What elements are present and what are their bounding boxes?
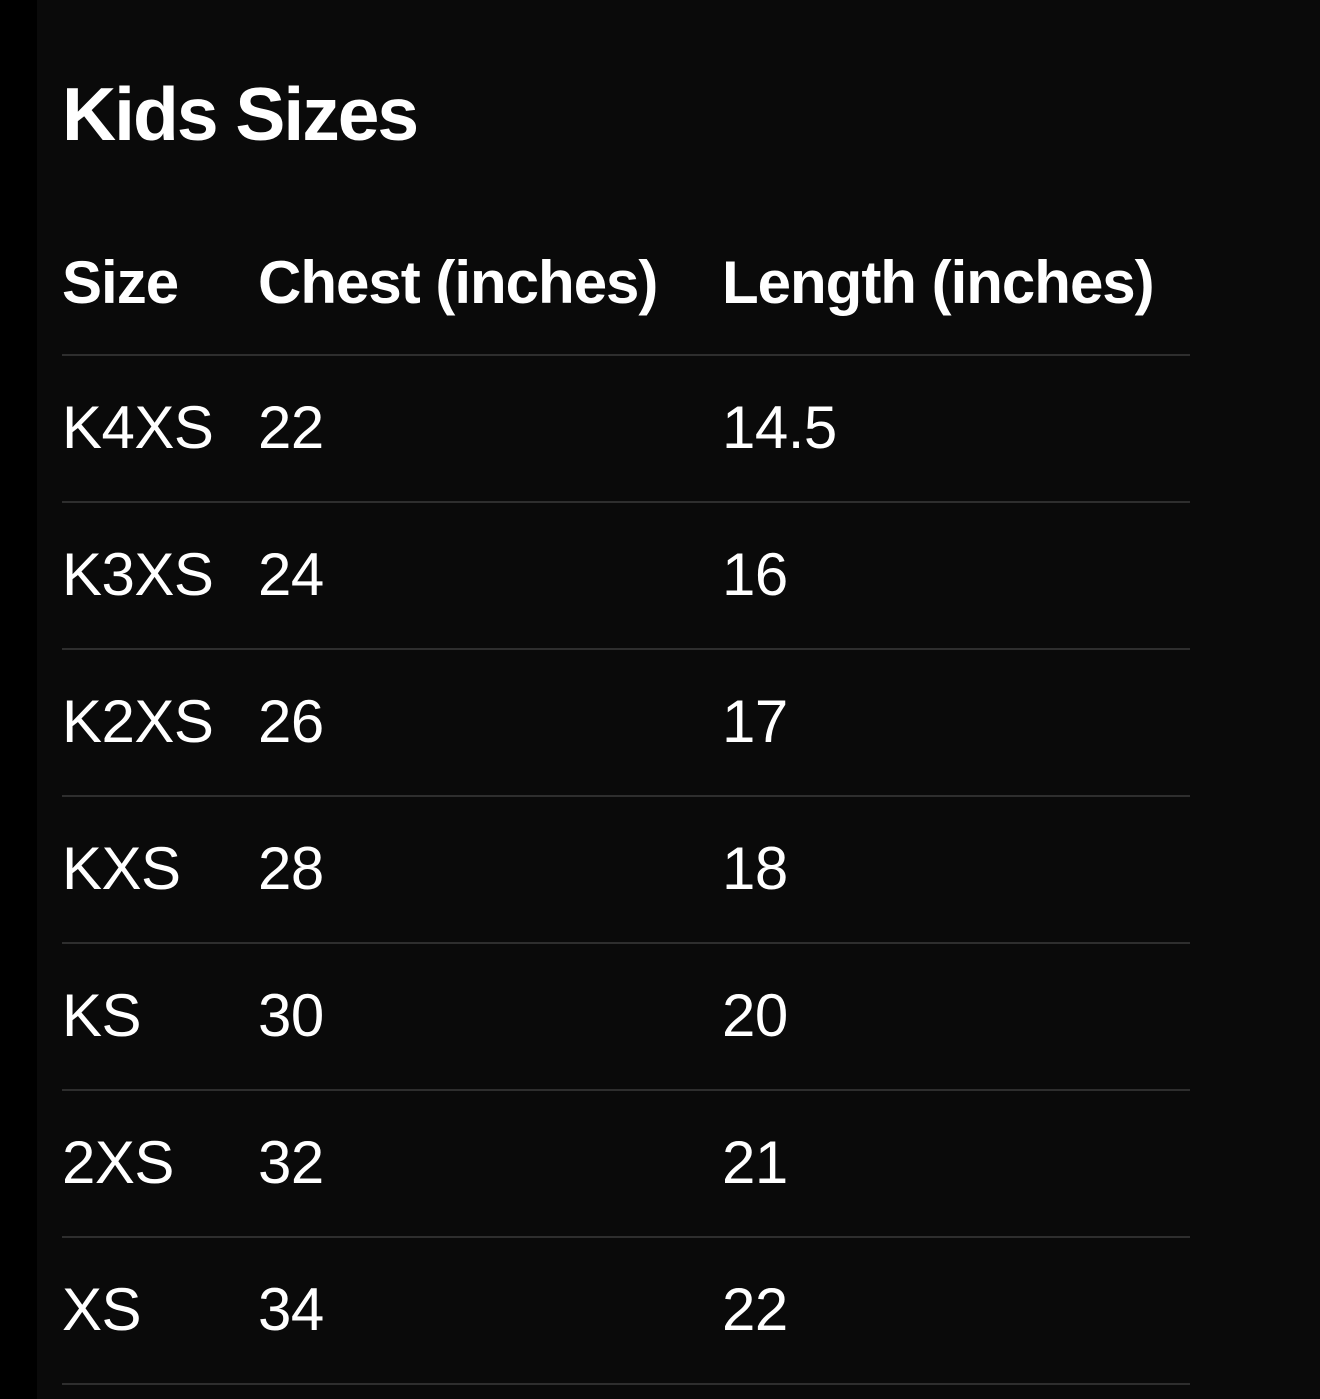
- chest-value: 32: [258, 1129, 324, 1196]
- length-value: 20: [722, 982, 788, 1049]
- size-value: K2XS: [62, 688, 214, 755]
- size-value: KS: [62, 982, 142, 1049]
- size-chart-panel: Kids Sizes Size Chest (inches) Length (i…: [37, 0, 1320, 1399]
- table-header-row: Size Chest (inches) Length (inches): [62, 248, 1190, 356]
- chest-value: 30: [258, 982, 324, 1049]
- chest-value: 34: [258, 1276, 324, 1343]
- table-row: K2XS 26 17: [62, 650, 1190, 797]
- chest-value: 26: [258, 688, 324, 755]
- table-row: K4XS 22 14.5: [62, 356, 1190, 503]
- table-row: 2XS 32 21: [62, 1091, 1190, 1238]
- length-value: 22: [722, 1276, 788, 1343]
- length-value: 21: [722, 1129, 788, 1196]
- column-header-length: Length (inches): [722, 248, 1155, 316]
- chest-value: 28: [258, 835, 324, 902]
- length-value: 14.5: [722, 394, 837, 461]
- length-value: 16: [722, 541, 788, 608]
- chest-value: 22: [258, 394, 324, 461]
- size-value: K3XS: [62, 541, 214, 608]
- chest-value: 24: [258, 541, 324, 608]
- table-row: XS 34 22: [62, 1238, 1190, 1385]
- table-row: KS 30 20: [62, 944, 1190, 1091]
- length-value: 18: [722, 835, 788, 902]
- column-header-size: Size: [62, 248, 179, 316]
- table-row: K3XS 24 16: [62, 503, 1190, 650]
- size-value: XS: [62, 1276, 142, 1343]
- size-value: KXS: [62, 835, 181, 902]
- size-value: K4XS: [62, 394, 214, 461]
- column-header-chest: Chest (inches): [258, 248, 658, 316]
- table-row: KXS 28 18: [62, 797, 1190, 944]
- page-title: Kids Sizes: [62, 72, 419, 156]
- size-value: 2XS: [62, 1129, 174, 1196]
- length-value: 17: [722, 688, 788, 755]
